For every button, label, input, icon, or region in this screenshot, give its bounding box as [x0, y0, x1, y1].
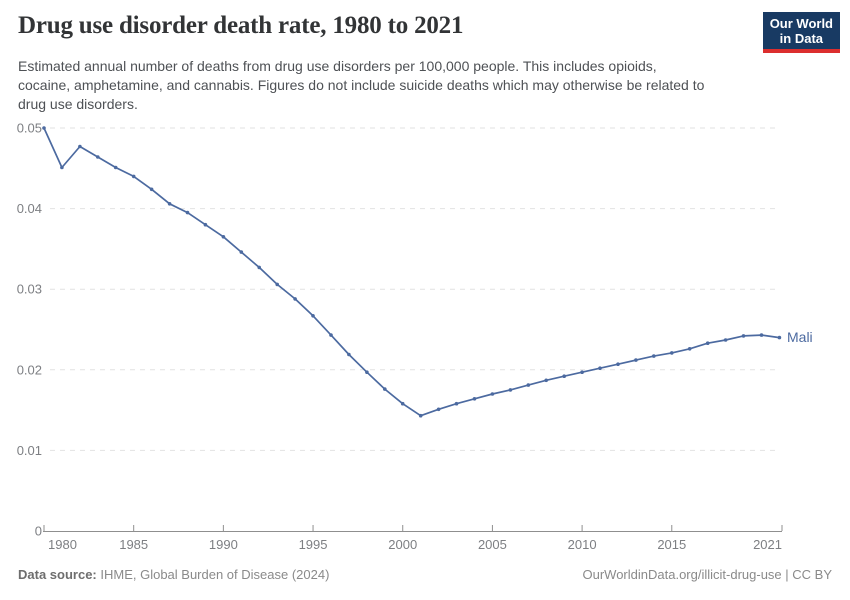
data-point-marker[interactable] [239, 250, 244, 254]
data-point-marker[interactable] [383, 387, 387, 391]
data-point-marker[interactable] [203, 222, 208, 227]
data-point-marker[interactable] [311, 314, 315, 318]
data-point-marker[interactable] [257, 265, 262, 270]
data-point-marker[interactable] [562, 374, 566, 379]
attribution-link[interactable]: OurWorldinData.org/illicit-drug-use | CC… [582, 567, 833, 582]
data-point-marker[interactable] [131, 174, 136, 179]
data-point-marker[interactable] [741, 334, 746, 338]
data-point-marker[interactable] [616, 362, 620, 367]
data-point-marker[interactable] [221, 235, 226, 239]
x-axis-tick-label: 1995 [299, 537, 328, 552]
data-point-marker[interactable] [78, 144, 82, 149]
data-point-marker[interactable] [580, 370, 584, 375]
data-point-marker[interactable] [329, 333, 333, 337]
y-axis-tick-label: 0.01 [17, 443, 42, 458]
data-point-marker[interactable] [472, 397, 477, 401]
x-axis-tick-label: 2015 [657, 537, 686, 552]
data-point-marker[interactable] [113, 165, 118, 170]
y-axis-tick-label: 0.05 [17, 121, 42, 136]
data-point-marker[interactable] [759, 333, 764, 337]
data-point-marker[interactable] [705, 341, 710, 346]
data-point-marker[interactable] [490, 392, 495, 396]
data-point-marker[interactable] [96, 155, 100, 159]
data-point-marker[interactable] [670, 351, 674, 355]
y-axis-tick-label: 0.03 [17, 282, 42, 297]
chart-subtitle: Estimated annual number of deaths from d… [18, 57, 758, 114]
data-point-marker[interactable] [652, 354, 656, 358]
owid-logo: Our World in Data [762, 12, 840, 53]
x-axis-tick-label: 2000 [388, 537, 417, 552]
subtitle-line: drug use disorders. [18, 96, 138, 112]
data-point-marker[interactable] [347, 352, 351, 357]
data-point-marker[interactable] [634, 358, 638, 362]
data-point-marker[interactable] [167, 202, 172, 206]
chart-footer: Data source: IHME, Global Burden of Dise… [18, 567, 832, 582]
line-series-mali[interactable] [43, 127, 780, 417]
data-point-marker[interactable] [526, 383, 531, 387]
subtitle-line: cocaine, amphetamine, and cannabis. Figu… [18, 77, 705, 93]
x-axis-tick-label: 1985 [119, 537, 148, 552]
data-point-marker[interactable] [149, 187, 154, 192]
data-point-marker[interactable] [185, 210, 190, 215]
data-point-marker[interactable] [418, 413, 423, 418]
data-point-marker[interactable] [436, 407, 441, 412]
x-axis-tick-label: 2010 [568, 537, 597, 552]
y-axis-tick-label: 0.04 [17, 201, 42, 216]
x-axis-tick-label: 2021 [753, 537, 782, 552]
x-axis-tick-label: 1980 [48, 537, 77, 552]
x-axis-tick-label: 2005 [478, 537, 507, 552]
subtitle-line: Estimated annual number of deaths from d… [18, 58, 657, 74]
y-axis-tick-label: 0.02 [17, 362, 42, 377]
data-point-marker[interactable] [598, 366, 602, 371]
series-label-mali[interactable]: Mali [787, 329, 813, 345]
owid-logo-line1: Our World [769, 16, 833, 31]
data-point-marker[interactable] [60, 165, 64, 170]
data-point-marker[interactable] [723, 338, 728, 342]
data-point-marker[interactable] [544, 378, 548, 383]
data-source-note: Data source: IHME, Global Burden of Dise… [18, 567, 329, 582]
data-point-marker[interactable] [400, 401, 405, 406]
data-point-marker[interactable] [42, 126, 46, 130]
data-point-marker[interactable] [293, 297, 297, 301]
data-point-marker[interactable] [687, 347, 692, 351]
y-axis-tick-label: 0 [35, 524, 42, 539]
page-title: Drug use disorder death rate, 1980 to 20… [18, 12, 464, 39]
data-point-marker[interactable] [454, 401, 459, 406]
owid-logo-line2: in Data [779, 31, 824, 46]
data-point-marker[interactable] [275, 282, 280, 287]
x-axis-tick-label: 1990 [209, 537, 238, 552]
data-source-label: Data source: [18, 567, 97, 582]
data-point-marker[interactable] [777, 335, 782, 340]
data-point-marker[interactable] [508, 388, 513, 392]
data-point-marker[interactable] [365, 370, 369, 375]
data-source-value: IHME, Global Burden of Disease (2024) [96, 567, 330, 582]
